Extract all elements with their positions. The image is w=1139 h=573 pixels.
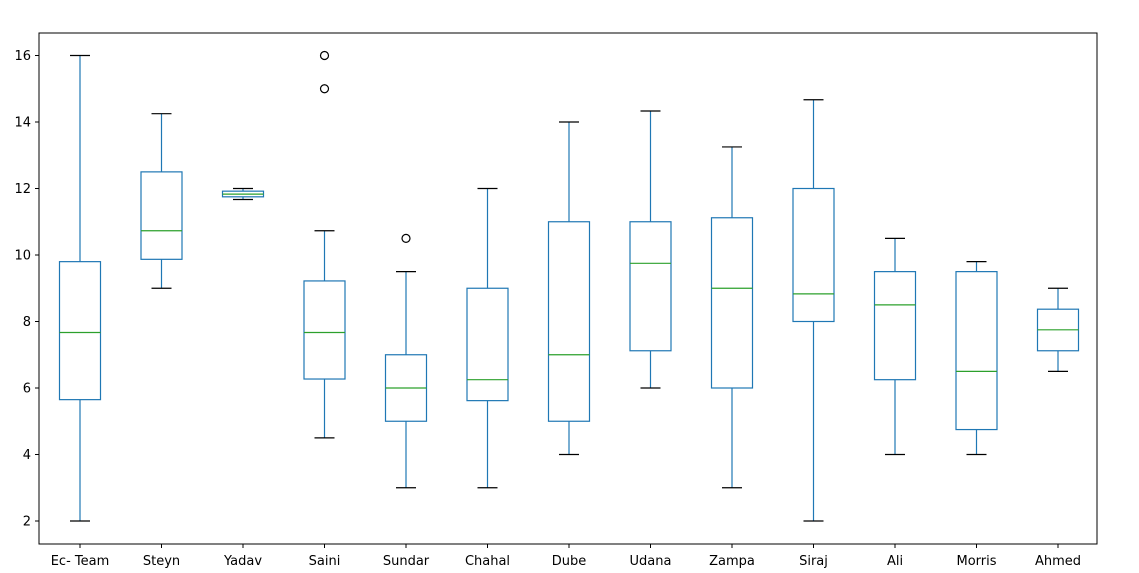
box-iqr: [792, 187, 835, 323]
x-tick-label: Saini: [309, 554, 341, 569]
box-group: [58, 54, 102, 522]
box-iqr: [710, 217, 754, 389]
box-group: [873, 237, 917, 456]
x-axis: Ec- Team Steyn Yadav Saini Sundar Chahal Dube U…: [51, 544, 1081, 569]
y-axis: 2 4 6 8 10 12 14 16: [14, 49, 39, 530]
box-group: [1036, 287, 1080, 372]
box-group: [792, 99, 835, 522]
x-tick-label: Ec- Team: [51, 554, 110, 569]
x-tick-label: Steyn: [143, 554, 180, 569]
y-tick-label: 4: [23, 448, 31, 463]
x-tick-label: Dube: [552, 554, 587, 569]
x-tick-label: Yadav: [223, 554, 262, 569]
x-tick-label: Siraj: [799, 554, 828, 569]
outlier-point: [319, 50, 330, 61]
box-group: [303, 50, 346, 439]
y-tick-label: 14: [14, 116, 31, 131]
x-tick-label: Morris: [956, 554, 996, 569]
box-group: [710, 146, 754, 489]
box-iqr: [547, 221, 591, 422]
y-tick-label: 12: [14, 182, 31, 197]
y-tick-label: 6: [23, 382, 31, 397]
box-iqr: [140, 171, 183, 260]
box-group: [955, 261, 998, 456]
x-tick-label: Ahmed: [1035, 554, 1081, 569]
box-group: [629, 110, 672, 389]
box-iqr: [58, 261, 102, 401]
box-iqr: [466, 287, 509, 402]
y-tick-label: 2: [23, 515, 31, 530]
x-tick-label: Chahal: [465, 554, 510, 569]
x-tick-label: Sundar: [383, 554, 430, 569]
box-iqr: [873, 271, 917, 381]
box-iqr: [955, 271, 998, 431]
x-tick-label: Zampa: [709, 554, 755, 569]
outlier-point: [319, 84, 330, 94]
plot-area: [38, 32, 1098, 545]
y-tick-label: 16: [14, 49, 31, 64]
x-tick-label: Udana: [630, 554, 672, 569]
box-group: [384, 233, 428, 489]
box-iqr: [303, 280, 346, 380]
box-group: [547, 121, 591, 456]
y-tick-label: 10: [14, 249, 31, 264]
box-group: [466, 187, 509, 489]
box-iqr: [629, 221, 672, 352]
x-tick-label: Ali: [887, 554, 903, 569]
box-group: [140, 113, 183, 289]
box-group: [221, 187, 265, 201]
outlier-point: [401, 233, 411, 243]
boxes-layer: [58, 50, 1080, 522]
y-tick-label: 8: [23, 315, 31, 330]
